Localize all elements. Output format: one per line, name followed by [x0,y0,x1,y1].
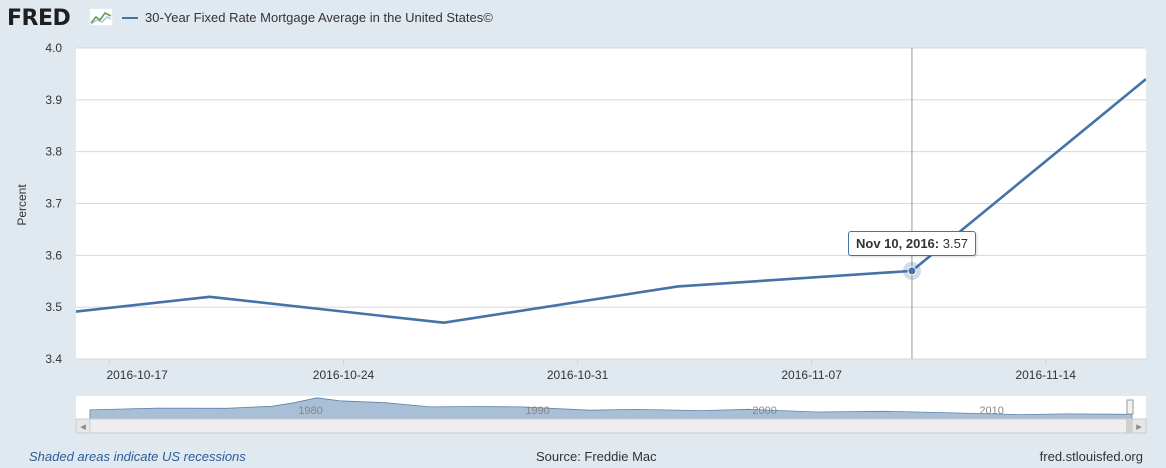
y-tick-label: 3.5 [45,300,62,314]
scroll-right-arrow-icon: ▸ [1136,421,1142,433]
x-tick-label: 2016-10-24 [313,368,375,382]
scroll-left-arrow-icon: ◂ [80,421,86,433]
highlight-marker[interactable] [907,266,917,276]
navigator-year-label: 1980 [298,405,322,417]
x-tick-label: 2016-10-31 [547,368,609,382]
navigator[interactable]: 1980 1990 2000 2010 ◂ ▸ [75,396,1147,434]
recession-note[interactable]: Shaded areas indicate US recessions [29,449,246,464]
fred-graph-icon [89,8,113,26]
navigator-handle[interactable] [1126,399,1134,415]
navigator-year-label: 2000 [752,405,776,417]
navigator-year-label: 2010 [979,405,1003,417]
scroll-left-button[interactable] [75,418,91,434]
site-link[interactable]: fred.stlouisfed.org [1039,449,1143,464]
navigator-year-label: 1990 [525,405,549,417]
grid-lines [76,47,1146,360]
y-tick-label: 3.4 [45,352,62,366]
legend-series-label: 30-Year Fixed Rate Mortgage Average in t… [145,10,493,25]
y-tick-label: 3.7 [45,197,62,211]
x-tick-label: 2016-11-07 [781,368,842,382]
tooltip-date: Nov 10, 2016: [856,236,940,251]
y-tick-label: 4.0 [45,41,62,55]
fred-logo[interactable]: FRED [7,6,71,31]
chart-legend[interactable]: 30-Year Fixed Rate Mortgage Average in t… [122,10,493,25]
y-tick-label: 3.9 [45,93,62,107]
y-tick-label: 3.6 [45,248,62,262]
scrollbar-thumb[interactable] [1126,419,1132,433]
legend-series-swatch [122,16,138,19]
scroll-right-button[interactable] [1131,418,1147,434]
x-tick-label: 2016-10-17 [106,368,168,382]
tooltip-value: 3.57 [942,236,969,251]
source-note: Source: Freddie Mac [536,449,657,464]
scrollbar-track[interactable] [75,418,1147,434]
data-tooltip: Nov 10, 2016: 3.57 [848,231,977,256]
x-tick-label: 2016-11-14 [1015,368,1076,382]
y-axis-ticks: 3.4 3.5 3.6 3.7 3.8 3.9 4.0 [45,41,62,366]
x-axis-ticks: 2016-10-17 2016-10-24 2016-10-31 2016-11-07… [106,359,1076,382]
navigator-series [89,397,1133,420]
y-tick-label: 3.8 [45,145,62,159]
